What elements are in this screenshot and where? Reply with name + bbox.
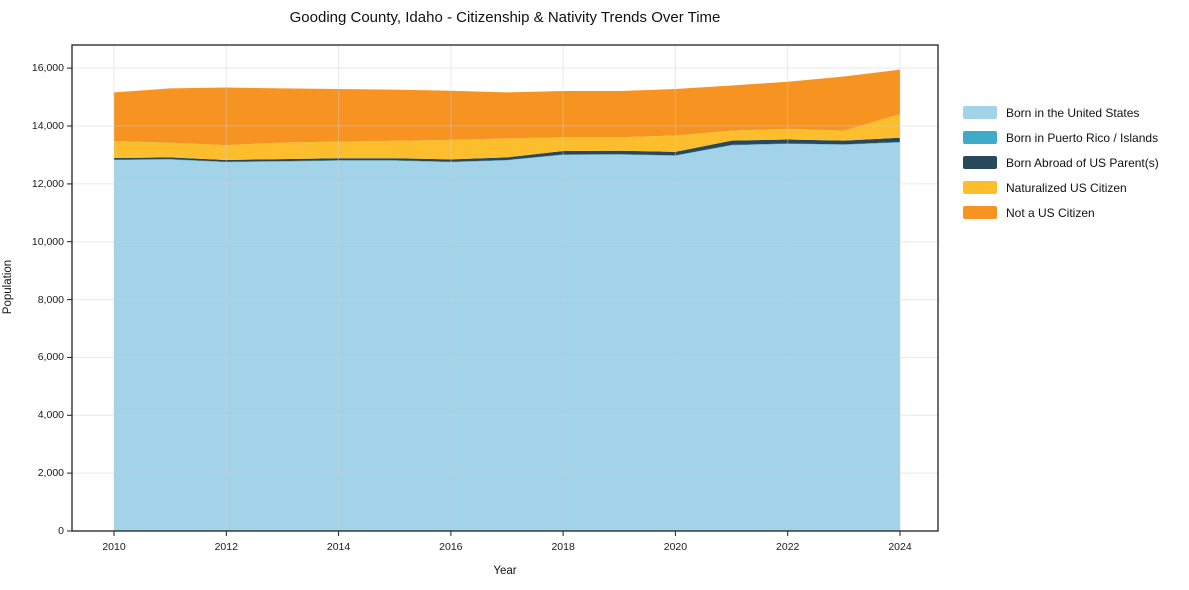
area-not-citizen [114,69,900,146]
x-tick-label: 2018 [551,541,575,553]
chart-title: Gooding County, Idaho - Citizenship & Na… [289,9,721,26]
legend-label: Naturalized US Citizen [1006,180,1127,195]
y-axis-title: Population [2,259,14,315]
legend-swatch-icon [963,181,997,194]
x-tick-label: 2022 [776,541,800,553]
legend-swatch-icon [963,106,997,119]
legend-swatch-icon [963,156,997,169]
x-tick-label: 2012 [214,541,238,553]
y-tick-label: 4,000 [37,409,64,422]
legend-item-born-abroad: Born Abroad of US Parent(s) [963,150,1159,175]
legend-swatch-icon [963,206,997,219]
y-tick-label: 16,000 [31,62,64,75]
y-tick-label: 2,000 [37,467,64,480]
legend-label: Born in the United States [1006,105,1140,120]
legend-swatch-icon [963,131,997,144]
x-axis-title: Year [493,565,517,577]
legend-label: Born in Puerto Rico / Islands [1006,130,1159,145]
y-tick-label: 8,000 [37,293,64,306]
legend-item-not-citizen: Not a US Citizen [963,200,1159,225]
plot-border [71,44,939,532]
x-tick-label: 2020 [663,541,688,553]
y-tick-label: 12,000 [31,177,64,190]
area-born-pr [114,141,900,163]
legend: Born in the United States Born in Puerto … [963,100,1159,225]
legend-item-naturalized: Naturalized US Citizen [963,175,1159,200]
x-tick-label: 2010 [102,541,126,553]
area-born-us [114,142,900,531]
legend-label: Not a US Citizen [1006,205,1095,220]
y-tick-label: 6,000 [37,351,64,364]
legend-item-born-us: Born in the United States [963,100,1159,125]
area-born-abroad [114,137,900,162]
y-tick-label: 14,000 [31,120,64,132]
y-tick-label: 10,000 [31,235,64,248]
x-tick-label: 2014 [326,541,351,553]
x-tick-label: 2024 [888,541,912,553]
x-tick-label: 2016 [439,541,463,553]
legend-item-born-pr: Born in Puerto Rico / Islands [963,125,1159,150]
y-tick-label: 0 [58,525,64,537]
area-naturalized [114,114,900,160]
legend-label: Born Abroad of US Parent(s) [1006,155,1159,170]
